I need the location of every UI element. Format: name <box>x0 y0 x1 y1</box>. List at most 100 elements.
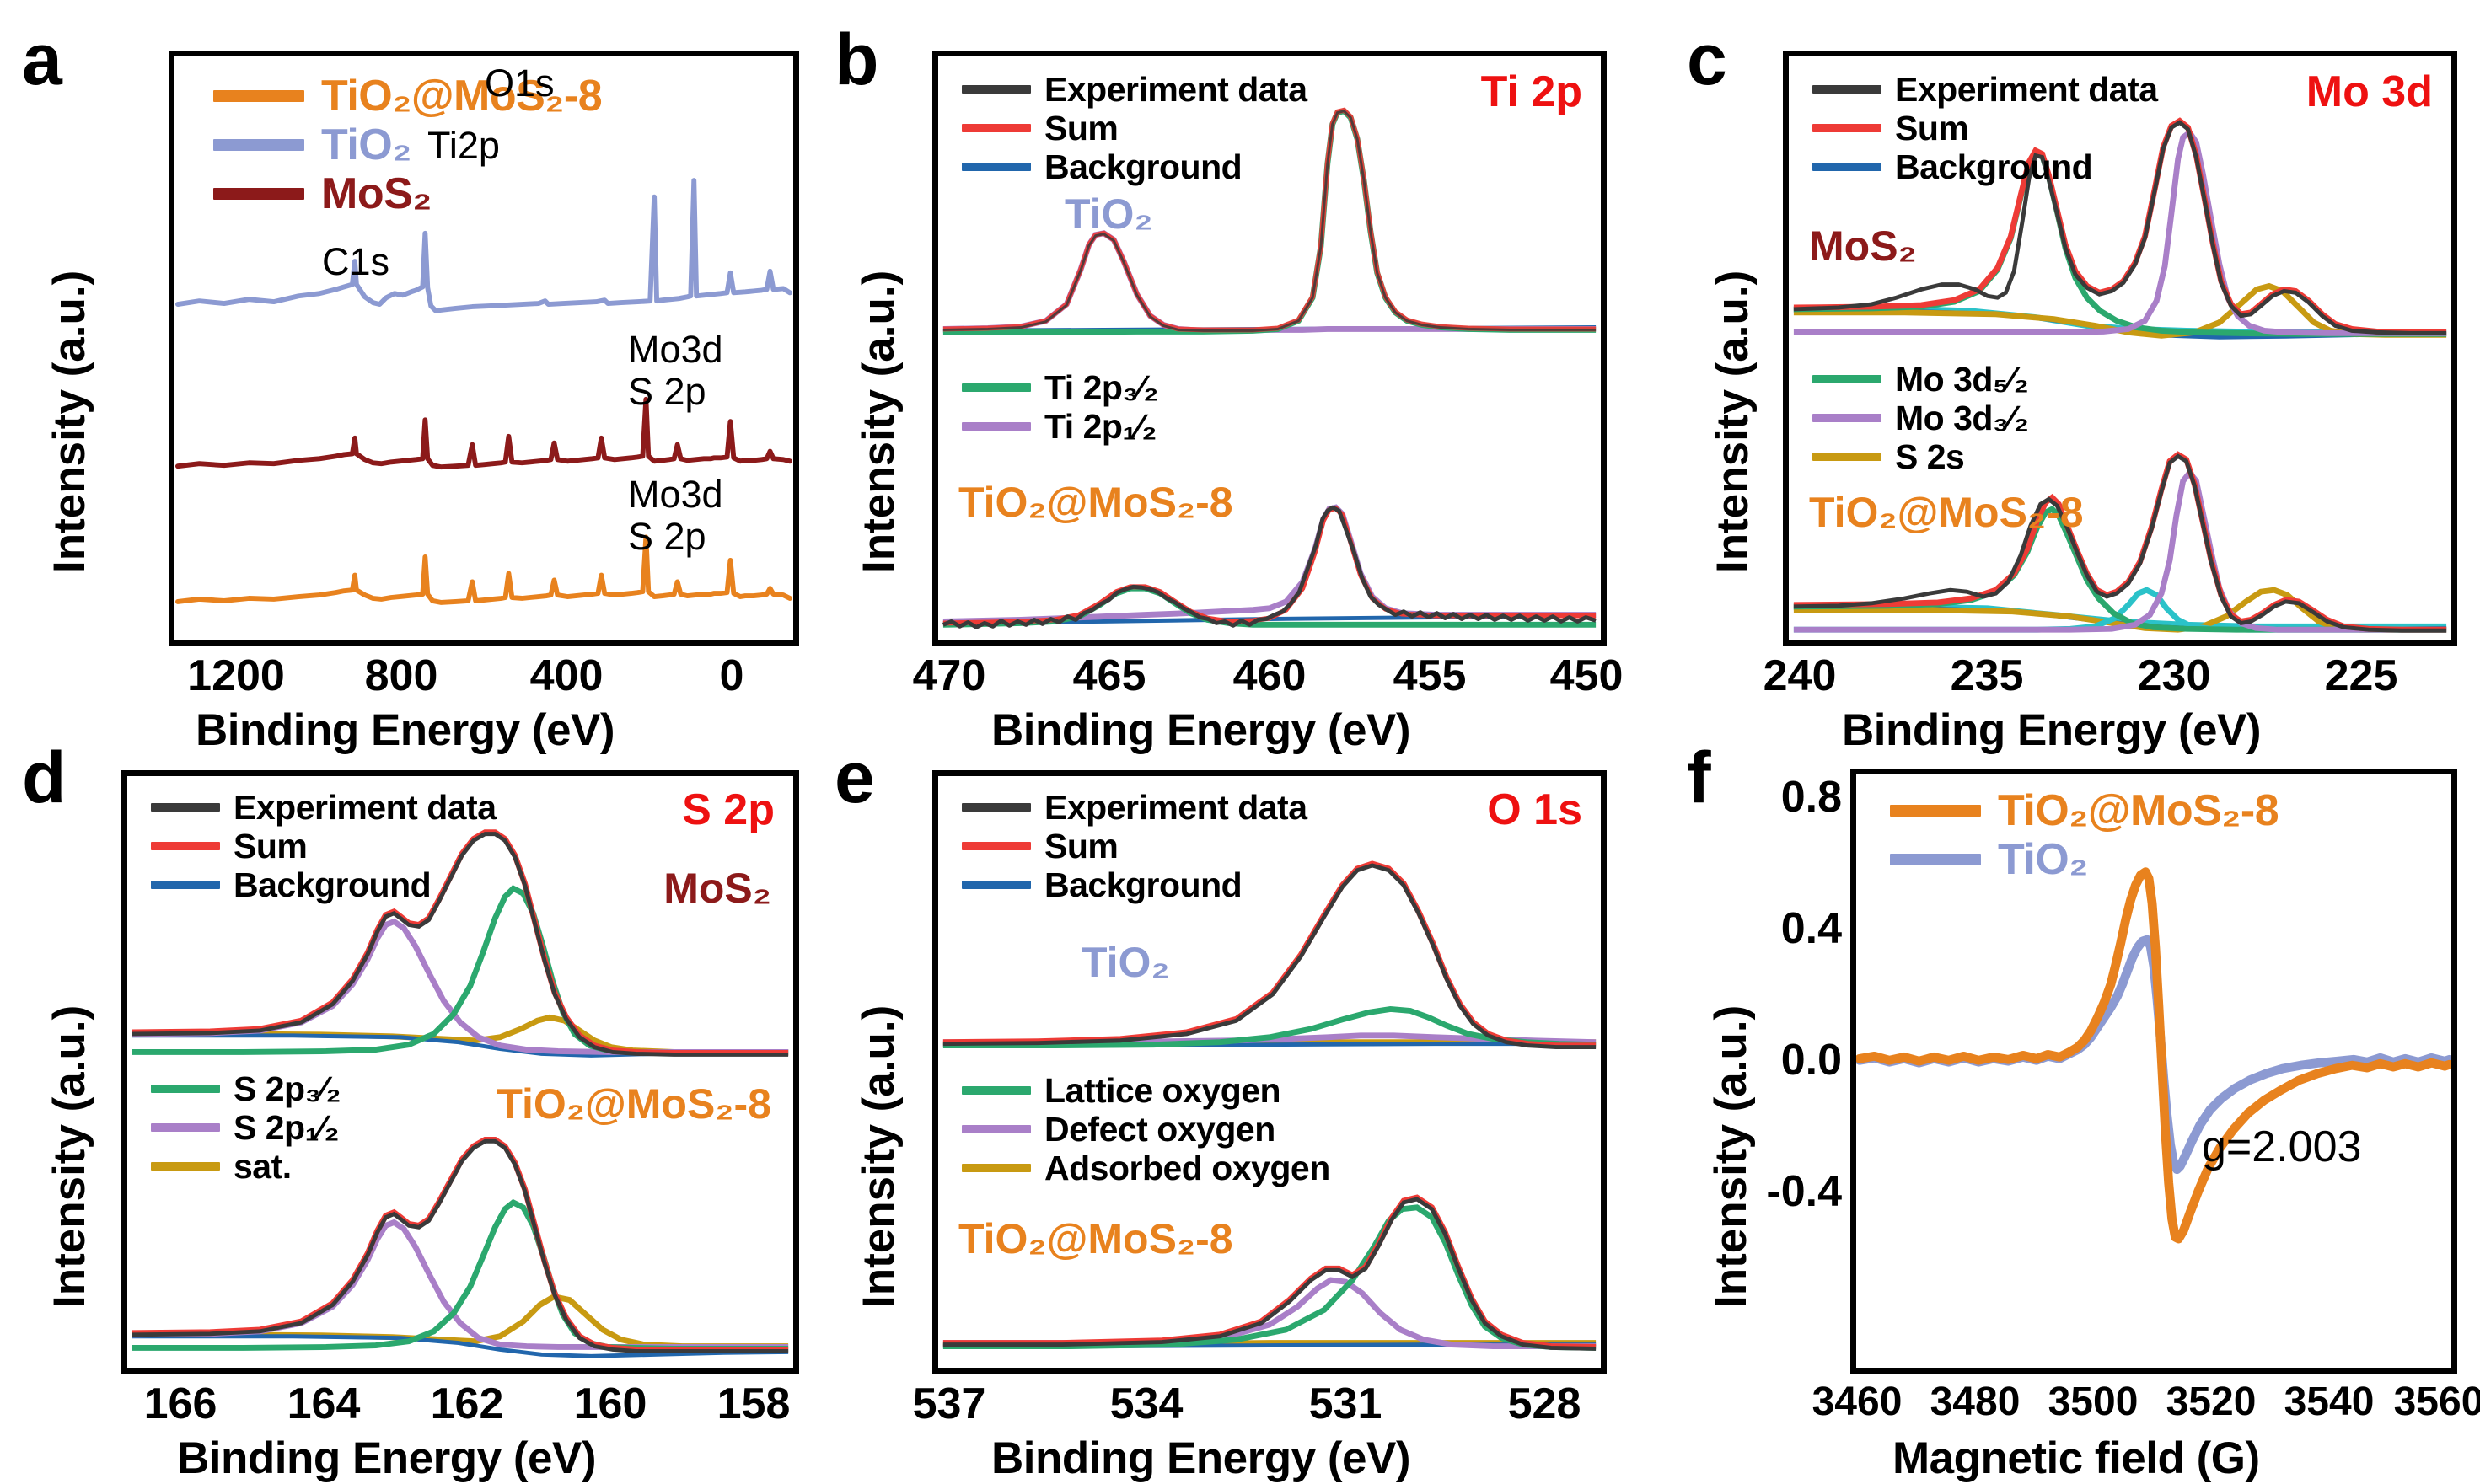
legend-item[interactable]: TiO₂ <box>213 121 602 169</box>
legend-swatch-tio2 <box>1890 854 1981 865</box>
panel-a-plot: TiO₂@MoS₂-8 TiO₂ MoS₂ O1s Ti2p C1s Mo3d … <box>169 51 799 646</box>
panel-a-xlabel: Binding Energy (eV) <box>196 705 615 755</box>
panel-b-curves <box>942 107 1597 629</box>
legend-item[interactable]: S 2p₁⁄₂ <box>151 1108 341 1147</box>
panel-b-sample-bottom: TiO₂@MoS₂-8 <box>958 479 1233 526</box>
panel-c-plot: Mo 3d Experiment data Sum Background MoS… <box>1783 51 2457 646</box>
legend-label: S 2p₁⁄₂ <box>234 1107 340 1147</box>
peak-label-mo3d-mos2: Mo3d <box>628 328 723 371</box>
legend-label: Adsorbed oxygen <box>1044 1148 1330 1187</box>
legend-swatch-experiment <box>962 803 1031 812</box>
xtick: 225 <box>2324 651 2398 700</box>
legend-swatch-background <box>962 881 1031 889</box>
legend-item[interactable]: Ti 2p₃⁄₂ <box>962 368 1158 407</box>
panel-e-xlabel: Binding Energy (eV) <box>991 1433 1410 1483</box>
legend-item[interactable]: Sum <box>151 827 497 865</box>
legend-item[interactable]: TiO₂ <box>1890 835 2279 884</box>
panel-d-sample-bottom: TiO₂@MoS₂-8 <box>497 1080 771 1128</box>
panel-a-legend: TiO₂@MoS₂-8 TiO₂ MoS₂ <box>213 72 603 218</box>
legend-item[interactable]: S 2p₃⁄₂ <box>151 1069 341 1108</box>
panel-b-xlabel: Binding Energy (eV) <box>991 705 1410 755</box>
xtick: 160 <box>573 1380 647 1428</box>
legend-item[interactable]: Experiment data <box>151 788 497 827</box>
legend-label: Lattice oxygen <box>1044 1070 1281 1110</box>
panel-c-xlabel: Binding Energy (eV) <box>1842 705 2261 755</box>
legend-item[interactable]: Background <box>962 865 1307 904</box>
legend-item[interactable]: Experiment data <box>962 70 1307 109</box>
legend-label: Sum <box>1895 108 1969 147</box>
panel-e-legend-bottom: Lattice oxygen Defect oxygen Adsorbed ox… <box>962 1071 1330 1187</box>
legend-item[interactable]: S 2s <box>1812 437 2028 476</box>
legend-item[interactable]: Experiment data <box>962 788 1307 827</box>
legend-label: Experiment data <box>1044 69 1307 109</box>
xtick: 1200 <box>187 651 285 700</box>
legend-item[interactable]: Adsorbed oxygen <box>962 1149 1330 1187</box>
legend-item[interactable]: Defect oxygen <box>962 1110 1330 1149</box>
xtick: 528 <box>1507 1380 1581 1428</box>
peak-label-ti2p: Ti2p <box>427 124 500 167</box>
legend-label: Experiment data <box>1895 69 2158 109</box>
panel-e-plot: O 1s Experiment data Sum Background TiO₂ <box>932 770 1607 1374</box>
legend-item[interactable]: Experiment data <box>1812 70 2158 109</box>
legend-swatch-defect-oxygen <box>962 1125 1031 1133</box>
peak-label-s2p-mos2: S 2p <box>628 370 706 413</box>
legend-item[interactable]: TiO₂@MoS₂-8 <box>1890 786 2279 835</box>
legend-item[interactable]: Ti 2p₁⁄₂ <box>962 407 1158 446</box>
legend-swatch-lattice-oxygen <box>962 1086 1031 1095</box>
panel-c-ylabel: Intensity (a.u.) <box>1708 270 1758 573</box>
panel-c-legend-top: Experiment data Sum Background <box>1812 70 2158 186</box>
legend-swatch-mo3d32 <box>1812 414 1881 422</box>
panel-c-sample-top: MoS₂ <box>1809 222 1917 270</box>
panel-c-sample-bottom: TiO₂@MoS₂-8 <box>1809 489 2084 536</box>
panel-d-ylabel: Intensity (a.u.) <box>45 1005 94 1308</box>
ytick: 0.4 <box>1780 904 1842 953</box>
legend-item[interactable]: Background <box>151 865 497 904</box>
legend-swatch-tio2 <box>213 139 304 151</box>
legend-label: MoS₂ <box>321 169 432 218</box>
panel-d-letter: d <box>22 737 67 818</box>
legend-item[interactable]: sat. <box>151 1147 341 1186</box>
panel-f-letter: f <box>1687 737 1711 818</box>
panel-d-legend-bottom: S 2p₃⁄₂ S 2p₁⁄₂ sat. <box>151 1069 341 1186</box>
legend-item[interactable]: TiO₂@MoS₂-8 <box>213 72 603 121</box>
panel-c-curves <box>1793 117 2447 633</box>
legend-label: Background <box>1895 147 2093 186</box>
legend-item[interactable]: Sum <box>1812 109 2158 147</box>
xtick: 400 <box>529 651 604 700</box>
legend-item[interactable]: MoS₂ <box>213 169 602 218</box>
legend-item[interactable]: Mo 3d₅⁄₂ <box>1812 360 2029 399</box>
legend-swatch-background <box>962 163 1031 171</box>
panel-b-legend-bottom: Ti 2p₃⁄₂ Ti 2p₁⁄₂ <box>962 368 1158 446</box>
legend-item[interactable]: Sum <box>962 827 1307 865</box>
panel-c-legend-bottom: Mo 3d₅⁄₂ Mo 3d₃⁄₂ S 2s <box>1812 360 2029 476</box>
legend-label: S 2s <box>1895 437 1965 476</box>
panel-e-curves <box>942 860 1597 1351</box>
legend-item[interactable]: Sum <box>962 109 1307 147</box>
panel-f-legend: TiO₂@MoS₂-8 TiO₂ <box>1890 786 2279 884</box>
legend-item[interactable]: Background <box>962 147 1307 186</box>
panel-f: f Intensity (a.u.) 0.8 0.4 0.0 -0.4 TiO₂… <box>1665 726 2480 1483</box>
legend-swatch-s2s <box>1812 453 1881 461</box>
panel-a-curves <box>174 178 793 605</box>
legend-item[interactable]: Lattice oxygen <box>962 1071 1330 1110</box>
legend-label: S 2p₃⁄₂ <box>234 1069 341 1108</box>
g-factor-annotation: g=2.003 <box>2202 1122 2362 1171</box>
xtick: 450 <box>1549 651 1624 700</box>
panel-b-ylabel: Intensity (a.u.) <box>854 270 904 573</box>
panel-b-sample-top: TiO₂ <box>1065 190 1153 238</box>
xtick: 3560 <box>2393 1380 2480 1424</box>
panel-e-legend-top: Experiment data Sum Background <box>962 788 1307 904</box>
panel-b-plot: Ti 2p Experiment data Sum Background TiO… <box>932 51 1607 646</box>
legend-label: Sum <box>234 826 308 865</box>
xtick: 230 <box>2137 651 2211 700</box>
panel-f-ylabel: Intensity (a.u.) <box>1706 1005 1756 1308</box>
panel-d-legend-top: Experiment data Sum Background <box>151 788 497 904</box>
legend-label: Sum <box>1044 108 1119 147</box>
panel-d: d Intensity (a.u.) <box>0 726 826 1483</box>
xtick: 3460 <box>1812 1380 1903 1424</box>
legend-label: Ti 2p₃⁄₂ <box>1044 367 1158 407</box>
legend-item[interactable]: Background <box>1812 147 2158 186</box>
legend-item[interactable]: Mo 3d₃⁄₂ <box>1812 399 2029 437</box>
panel-d-title: S 2p <box>682 785 775 834</box>
legend-swatch-background <box>151 881 220 889</box>
